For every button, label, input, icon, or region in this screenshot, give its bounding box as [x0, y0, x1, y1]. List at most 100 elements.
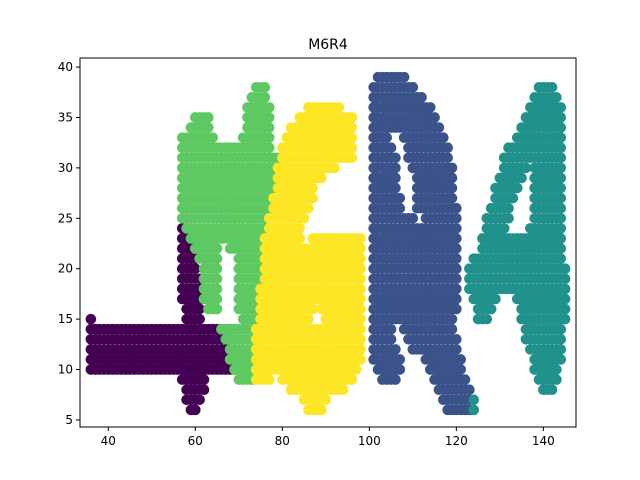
data-point — [398, 71, 410, 83]
data-point — [555, 223, 567, 234]
data-point — [555, 132, 567, 143]
data-point — [490, 293, 501, 305]
data-point — [259, 92, 271, 103]
data-point — [394, 192, 406, 204]
x-axis: 40 60 80 100 120 140 — [101, 427, 555, 448]
data-point — [203, 112, 214, 123]
data-point — [355, 303, 366, 315]
data-point — [555, 202, 567, 214]
data-point — [555, 253, 567, 264]
x-tick-label: 140 — [532, 434, 555, 448]
data-point — [390, 172, 401, 184]
data-point — [468, 394, 480, 406]
data-point — [516, 172, 527, 184]
data-point — [394, 364, 406, 375]
data-point — [355, 293, 366, 305]
data-point — [355, 354, 366, 365]
data-point — [555, 142, 567, 154]
data-point — [546, 384, 558, 396]
data-point — [355, 233, 366, 244]
data-point — [451, 333, 462, 345]
data-point — [424, 102, 436, 113]
data-point — [551, 364, 562, 375]
data-point — [203, 122, 214, 133]
data-point — [355, 273, 366, 285]
data-point — [485, 303, 497, 315]
data-point — [555, 323, 567, 335]
data-point — [385, 323, 397, 335]
plot-frame — [79, 57, 577, 428]
data-point — [555, 122, 567, 133]
y-tick-label: 40 — [58, 60, 73, 74]
data-point — [263, 112, 275, 123]
data-point — [211, 283, 223, 295]
x-tick-label: 100 — [358, 434, 381, 448]
data-point — [307, 192, 319, 204]
data-point — [198, 384, 210, 396]
data-point — [451, 293, 462, 305]
series-1 — [176, 81, 284, 385]
data-point — [294, 223, 306, 234]
data-point — [355, 243, 366, 254]
data-point — [263, 122, 275, 133]
data-point — [555, 152, 567, 164]
data-point — [451, 263, 462, 275]
data-point — [263, 132, 275, 143]
data-point — [394, 354, 406, 365]
series-4 — [464, 81, 571, 416]
data-point — [498, 223, 510, 234]
data-point — [451, 223, 462, 234]
data-point — [555, 344, 567, 355]
y-tick-label: 5 — [65, 413, 73, 427]
data-point — [194, 394, 205, 406]
data-point — [355, 333, 366, 345]
x-tick-label: 120 — [445, 434, 468, 448]
x-tick-label: 80 — [275, 434, 290, 448]
y-tick-label: 10 — [58, 363, 73, 377]
data-point — [503, 213, 514, 224]
data-point — [211, 253, 223, 264]
data-point — [346, 112, 358, 123]
data-point — [455, 364, 467, 375]
data-point — [451, 202, 462, 214]
data-point — [211, 293, 223, 305]
data-point — [555, 162, 567, 174]
data-point — [507, 192, 519, 204]
data-point — [442, 152, 453, 164]
data-point — [407, 213, 419, 224]
data-point — [555, 213, 567, 224]
data-point — [559, 273, 571, 285]
data-point — [316, 172, 327, 184]
data-point — [355, 323, 366, 335]
data-point — [346, 132, 358, 143]
data-point — [194, 303, 205, 315]
data-point — [451, 283, 462, 295]
data-point — [451, 243, 462, 254]
data-point — [464, 384, 475, 396]
data-point — [555, 354, 567, 365]
data-point — [446, 172, 458, 184]
x-tick-label: 40 — [101, 434, 116, 448]
data-point — [333, 102, 345, 113]
y-tick-label: 30 — [58, 161, 73, 175]
data-point — [555, 233, 567, 244]
data-point — [503, 202, 514, 214]
data-point — [298, 213, 310, 224]
data-point — [481, 313, 493, 325]
data-point — [259, 81, 271, 93]
y-tick-label: 25 — [58, 211, 73, 225]
data-point — [546, 81, 558, 93]
data-point — [346, 122, 358, 133]
data-point — [446, 313, 458, 325]
y-tick-label: 35 — [58, 110, 73, 124]
data-point — [446, 323, 458, 335]
data-point — [337, 384, 349, 396]
data-point — [520, 162, 532, 174]
data-point — [451, 213, 462, 224]
data-point — [346, 152, 358, 164]
data-point — [451, 344, 462, 355]
data-point — [263, 374, 275, 385]
data-point — [211, 263, 223, 275]
data-point — [451, 233, 462, 244]
data-point — [194, 313, 205, 325]
